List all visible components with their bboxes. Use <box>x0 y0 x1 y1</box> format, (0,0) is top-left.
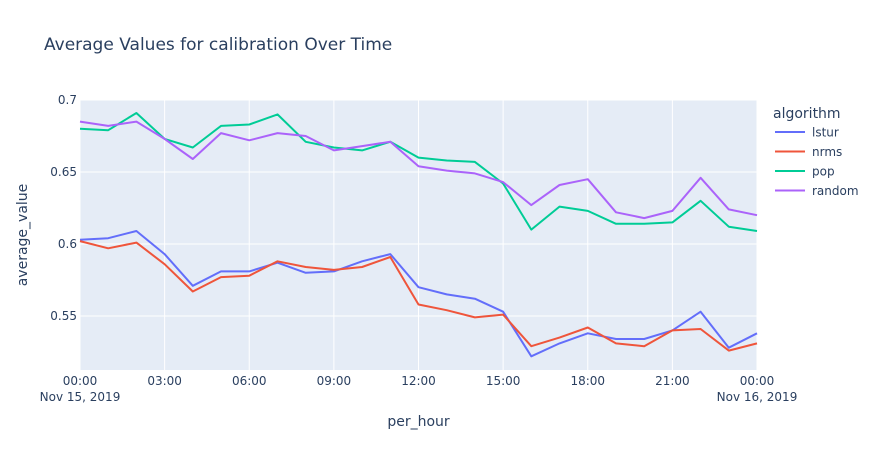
y-axis-title: average_value <box>15 184 31 287</box>
x-tick-date-label: Nov 15, 2019 <box>40 390 121 404</box>
x-tick-date-label: Nov 16, 2019 <box>717 390 798 404</box>
x-tick-label: 15:00 <box>486 374 521 388</box>
x-tick-label: 00:00 <box>63 374 98 388</box>
series-line-random[interactable] <box>79 120 758 220</box>
x-tick-label: 21:00 <box>655 374 690 388</box>
y-tick-label: 0.55 <box>50 309 77 323</box>
legend-label: random <box>812 184 859 198</box>
y-tick-label: 0.65 <box>50 165 77 179</box>
x-tick-label: 06:00 <box>232 374 267 388</box>
legend-item-random[interactable]: random <box>775 184 859 198</box>
gridlines <box>79 99 758 370</box>
legend-label: lstur <box>812 126 839 140</box>
series-line-nrms[interactable] <box>79 240 758 352</box>
legend-label: pop <box>812 165 835 179</box>
legend-title: algorithm <box>773 106 841 122</box>
series-lines <box>79 112 758 358</box>
x-tick-label: 03:00 <box>147 374 182 388</box>
y-tick-label: 0.7 <box>58 93 77 107</box>
x-tick-label: 09:00 <box>317 374 352 388</box>
legend-item-lstur[interactable]: lstur <box>775 126 839 140</box>
x-tick-label: 12:00 <box>401 374 436 388</box>
series-line-pop[interactable] <box>79 112 758 232</box>
x-tick-label: 18:00 <box>570 374 605 388</box>
x-tick-labels: 00:00 03:00 06:00 09:00 12:00 15:00 18:00 21:00… <box>40 374 798 404</box>
y-tick-labels: 0.55 0.6 0.65 0.7 <box>50 93 77 323</box>
chart-title: Average Values for calibration Over Time <box>44 35 392 55</box>
legend-item-pop[interactable]: pop <box>775 165 835 179</box>
x-axis-title: per_hour <box>387 414 450 430</box>
x-tick-label: 00:00 <box>740 374 775 388</box>
y-tick-label: 0.6 <box>58 237 77 251</box>
legend[interactable]: algorithm lstur nrms pop random <box>773 106 859 198</box>
series-line-lstur[interactable] <box>79 230 758 358</box>
legend-item-nrms[interactable]: nrms <box>775 145 842 159</box>
legend-label: nrms <box>812 145 842 159</box>
